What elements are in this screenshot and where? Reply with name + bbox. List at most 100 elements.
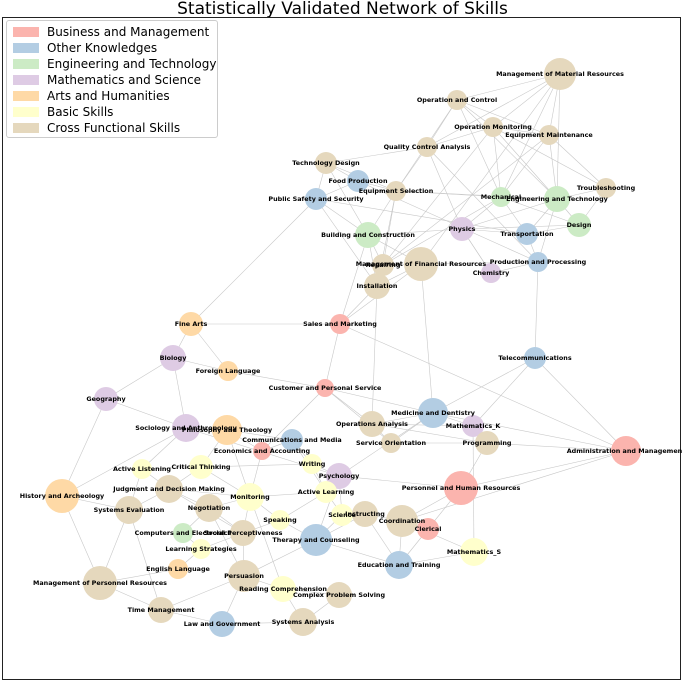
node-engineering-and-technology[interactable] bbox=[544, 186, 570, 212]
node-persuasion[interactable] bbox=[228, 560, 260, 592]
legend-label: Mathematics and Science bbox=[47, 73, 202, 87]
node-systems-evaluation[interactable] bbox=[115, 496, 143, 524]
node-therapy-and-counseling[interactable] bbox=[300, 524, 332, 556]
node-production-and-processing[interactable] bbox=[528, 252, 548, 272]
node-label: Mathematics_S bbox=[447, 548, 502, 556]
network-edge bbox=[261, 387, 326, 452]
network-edge bbox=[500, 73, 561, 198]
node-management-of-personnel-resources[interactable] bbox=[83, 566, 117, 600]
network-edge bbox=[128, 509, 162, 611]
node-operations-analysis[interactable] bbox=[359, 411, 385, 437]
node-writing[interactable] bbox=[302, 454, 322, 474]
node-label: Food Production bbox=[328, 177, 387, 185]
node-personnel-and-human-resources[interactable] bbox=[444, 471, 478, 505]
node-coordination[interactable] bbox=[386, 505, 418, 537]
node-technology-design[interactable] bbox=[315, 152, 337, 174]
node-transportation[interactable] bbox=[516, 223, 538, 245]
node-monitoring[interactable] bbox=[236, 483, 264, 511]
node-building-and-construction[interactable] bbox=[355, 222, 381, 248]
network-edge bbox=[492, 126, 558, 200]
node-mathematics-k[interactable] bbox=[462, 415, 484, 437]
node-mechanical[interactable] bbox=[491, 187, 511, 207]
node-science[interactable] bbox=[331, 504, 353, 526]
node-equipment-selection[interactable] bbox=[386, 181, 406, 201]
node-psychology[interactable] bbox=[326, 463, 352, 489]
node-complex-problem-solving[interactable] bbox=[326, 582, 352, 608]
node-label: Design bbox=[567, 221, 592, 229]
node-label: Quality Control Analysis bbox=[384, 143, 471, 151]
node-label: Management of Personnel Resources bbox=[33, 579, 167, 587]
legend-label: Cross Functional Skills bbox=[47, 121, 181, 135]
network-edge bbox=[61, 427, 187, 497]
node-social-perceptiveness[interactable] bbox=[230, 520, 256, 546]
node-sales-and-marketing[interactable] bbox=[330, 314, 350, 334]
node-reading-comprehension[interactable] bbox=[270, 576, 296, 602]
legend-item: Cross Functional Skills bbox=[13, 120, 211, 136]
node-philosophy-and-theology[interactable] bbox=[212, 415, 242, 445]
node-mathematics-s[interactable] bbox=[460, 538, 488, 566]
node-active-listening[interactable] bbox=[132, 459, 152, 479]
node-negotiation[interactable] bbox=[195, 494, 223, 522]
node-telecommunications[interactable] bbox=[524, 347, 546, 369]
network-edge bbox=[500, 196, 580, 226]
node-operation-monitoring[interactable] bbox=[483, 117, 503, 137]
node-label: Equipment Selection bbox=[359, 187, 434, 195]
node-biology[interactable] bbox=[160, 345, 186, 371]
network-edge bbox=[420, 263, 434, 414]
node-speaking[interactable] bbox=[270, 510, 290, 530]
node-education-and-training[interactable] bbox=[385, 551, 413, 579]
node-label: Customer and Personal Service bbox=[269, 384, 382, 392]
network-edge bbox=[401, 450, 627, 522]
node-label: Physics bbox=[449, 225, 476, 233]
network-edge bbox=[426, 126, 494, 148]
node-chemistry[interactable] bbox=[481, 263, 501, 283]
network-edge bbox=[105, 398, 187, 429]
node-label: Complex Problem Solving bbox=[293, 591, 385, 599]
node-english-language[interactable] bbox=[168, 559, 188, 579]
node-medicine-and-dentistry[interactable] bbox=[418, 398, 448, 428]
node-troubleshooting[interactable] bbox=[596, 178, 616, 198]
node-repairing[interactable] bbox=[372, 254, 394, 276]
node-geography[interactable] bbox=[94, 387, 118, 411]
node-administration-and-management[interactable] bbox=[611, 436, 641, 466]
network-edge bbox=[338, 475, 462, 489]
node-time-management[interactable] bbox=[148, 597, 174, 623]
node-communications-and-media[interactable] bbox=[281, 429, 303, 451]
node-label: Philosophy and Theology bbox=[182, 426, 273, 434]
node-label: Reading Comprehension bbox=[239, 585, 327, 593]
node-programming[interactable] bbox=[475, 431, 499, 455]
node-label: Geography bbox=[86, 395, 126, 403]
node-critical-thinking[interactable] bbox=[189, 455, 213, 479]
node-design[interactable] bbox=[567, 213, 591, 237]
node-equipment-maintenance[interactable] bbox=[539, 125, 559, 145]
network-edge bbox=[367, 228, 463, 236]
node-learning-strategies[interactable] bbox=[191, 539, 211, 559]
node-judgment-and-decision-making[interactable] bbox=[155, 475, 183, 503]
node-physics[interactable] bbox=[450, 217, 474, 241]
node-customer-and-personal-service[interactable] bbox=[316, 379, 334, 397]
node-food-production[interactable] bbox=[347, 170, 369, 192]
node-installation[interactable] bbox=[364, 273, 390, 299]
node-law-and-government[interactable] bbox=[209, 611, 235, 637]
node-systems-analysis[interactable] bbox=[289, 608, 317, 636]
node-computers-and-electronics[interactable] bbox=[173, 523, 193, 543]
node-operation-and-control[interactable] bbox=[447, 90, 467, 110]
node-history-and-archeology[interactable] bbox=[45, 479, 79, 513]
node-sociology-and-anthropology[interactable] bbox=[172, 414, 200, 442]
node-public-safety-and-security[interactable] bbox=[305, 188, 327, 210]
node-instructing[interactable] bbox=[352, 501, 378, 527]
node-fine-arts[interactable] bbox=[179, 312, 203, 336]
node-foreign-language[interactable] bbox=[218, 361, 238, 381]
network-edge bbox=[486, 442, 627, 452]
node-label: Troubleshooting bbox=[577, 184, 636, 192]
node-quality-control-analysis[interactable] bbox=[417, 137, 437, 157]
node-label: Persuasion bbox=[224, 572, 264, 580]
node-service-orientation[interactable] bbox=[381, 433, 401, 453]
node-economics-and-accounting[interactable] bbox=[253, 442, 271, 460]
node-clerical[interactable] bbox=[417, 518, 439, 540]
node-management-of-financial-resources[interactable] bbox=[404, 247, 438, 281]
network-edge bbox=[339, 234, 369, 325]
chart-title: Statistically Validated Network of Skill… bbox=[177, 0, 508, 19]
node-active-learning[interactable] bbox=[315, 481, 337, 503]
node-management-of-material-resources[interactable] bbox=[544, 58, 576, 90]
